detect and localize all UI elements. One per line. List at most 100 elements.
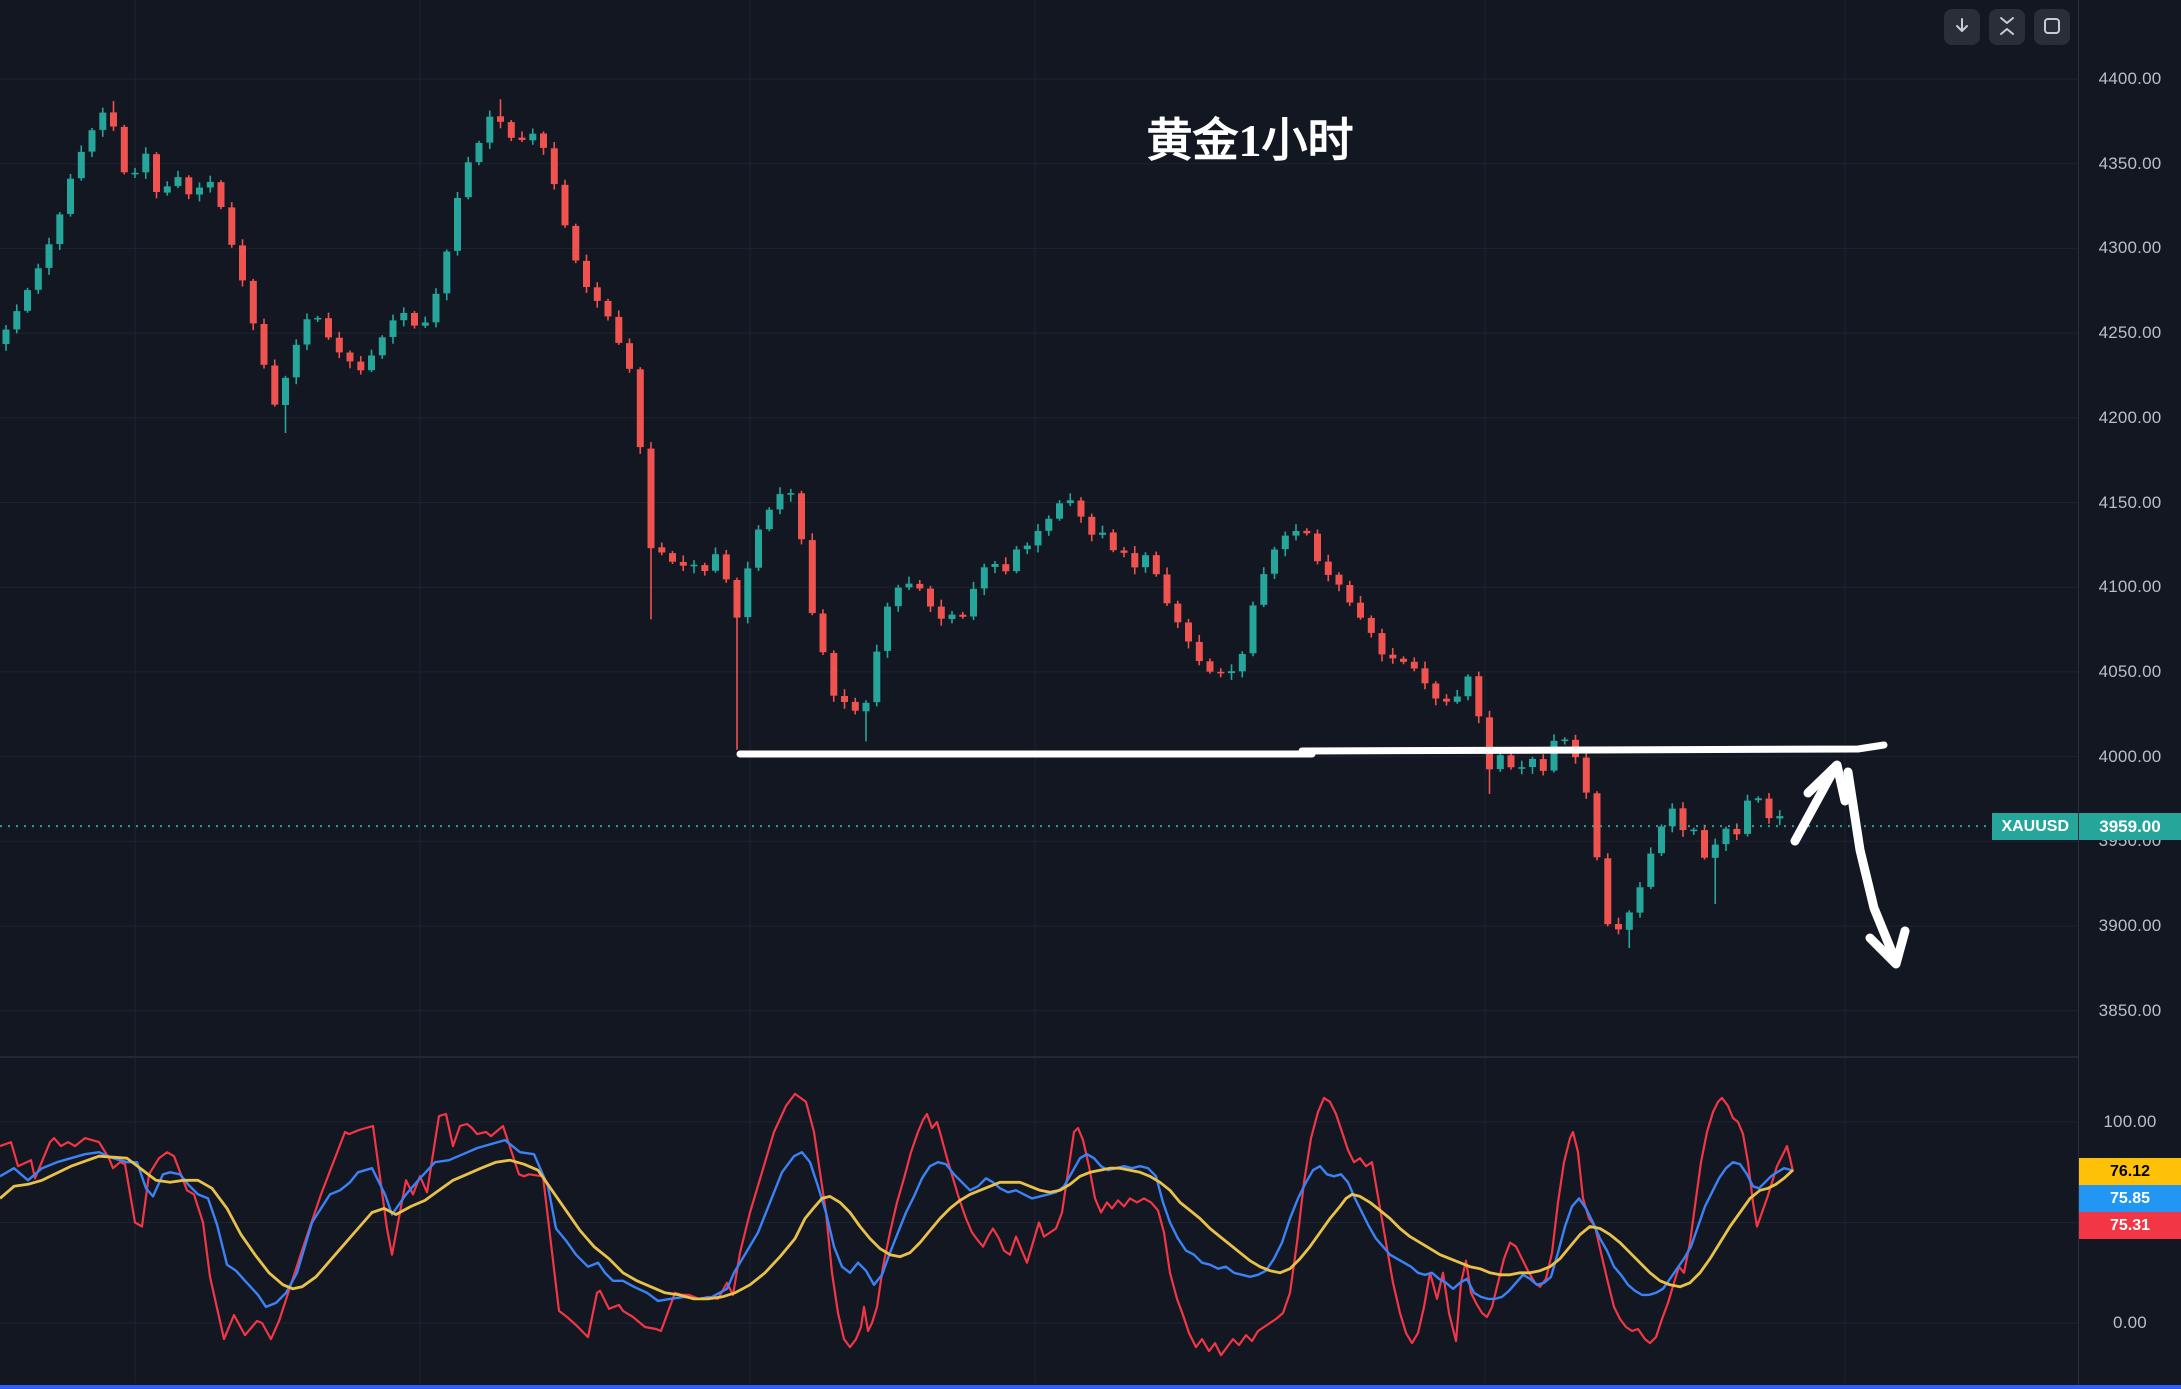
- oscillator-d-value: 76.12: [2109, 1162, 2151, 1180]
- candle-body: [1400, 658, 1407, 662]
- oscillator-value-tag-k: 75.85: [2079, 1185, 2181, 1212]
- candle-body: [1367, 617, 1375, 633]
- candle-body: [131, 172, 139, 175]
- candle-body: [550, 148, 558, 185]
- oscillator-axis-label: 100.00: [2103, 1112, 2157, 1131]
- candle-body: [1453, 696, 1461, 702]
- candle-body: [45, 244, 53, 268]
- price-axis-label: 4350.00: [2098, 154, 2162, 173]
- collapse-icon: [1997, 16, 2017, 39]
- candle-body: [1066, 500, 1074, 504]
- candle-body: [604, 300, 612, 317]
- candle-body: [808, 540, 816, 614]
- candle-body: [400, 313, 408, 321]
- candle-body: [77, 151, 85, 179]
- price-axis-label: 3850.00: [2098, 1001, 2162, 1020]
- pane-separator[interactable]: [0, 1056, 2181, 1058]
- candle-body: [1120, 550, 1128, 553]
- candle-body: [110, 112, 117, 127]
- candle-body: [980, 567, 988, 589]
- candle-body: [1464, 676, 1472, 697]
- candle-body: [1604, 858, 1612, 925]
- candle-body: [733, 580, 741, 618]
- candle-body: [271, 365, 279, 405]
- candle-body: [314, 317, 322, 320]
- candle-body: [701, 565, 709, 571]
- candle-body: [421, 322, 429, 326]
- candle-body: [163, 186, 171, 193]
- candle-body: [518, 137, 526, 140]
- candle-body: [583, 260, 590, 287]
- support-resistance-line[interactable]: [1298, 741, 1888, 755]
- candle-body: [34, 268, 42, 290]
- candle-body: [1260, 574, 1268, 605]
- price-axis[interactable]: 4400.00 4350.00 4300.00 4250.00 4200.00 4150.…: [2078, 0, 2181, 1389]
- candle-body: [1206, 661, 1214, 672]
- candle-body: [443, 251, 451, 294]
- candle-body: [572, 225, 580, 261]
- candle-body: [475, 142, 483, 163]
- candle-body: [722, 554, 730, 580]
- candle-body: [282, 377, 289, 405]
- maximize-pane-button[interactable]: [2034, 9, 2070, 45]
- candle-body: [1647, 853, 1655, 887]
- maximize-icon: [2042, 16, 2062, 39]
- candle-body: [1195, 641, 1203, 662]
- candle-body: [206, 181, 214, 188]
- candle-body: [1518, 767, 1526, 769]
- candle-body: [1249, 605, 1257, 654]
- symbol-price-label: XAUUSD: [1992, 813, 2078, 840]
- candle-body: [744, 568, 752, 618]
- down-arrow-annotation[interactable]: [1843, 767, 1910, 969]
- last-price-value: 3959.00: [2099, 816, 2161, 836]
- candle-body: [1658, 826, 1665, 854]
- candle-body: [894, 587, 902, 607]
- candle-body: [153, 154, 160, 192]
- candle-body: [357, 361, 365, 371]
- drawing-annotations[interactable]: [736, 741, 1910, 969]
- oscillator-k-value: 75.85: [2109, 1189, 2151, 1207]
- candle-body: [819, 613, 827, 653]
- candle-body: [561, 184, 569, 226]
- candle-body: [1357, 602, 1364, 618]
- candle-body: [1185, 622, 1192, 642]
- candle-body: [368, 355, 375, 371]
- candle-body: [228, 207, 236, 245]
- price-axis-label: 4050.00: [2098, 662, 2162, 681]
- candle-body: [755, 529, 762, 568]
- arrow-down-icon: [1952, 16, 1972, 39]
- candle-body: [239, 245, 246, 281]
- candle-body: [798, 493, 805, 540]
- up-arrow-annotation[interactable]: [1790, 760, 1850, 846]
- candle-body: [647, 448, 655, 549]
- candle-body: [1174, 603, 1182, 623]
- collapse-pane-button[interactable]: [1989, 9, 2025, 45]
- candle-body: [99, 112, 107, 130]
- candle-body: [1002, 564, 1010, 572]
- candle-body: [196, 187, 203, 195]
- candle-body: [841, 696, 848, 702]
- candle-body: [884, 606, 891, 651]
- candle-body: [260, 324, 268, 365]
- candle-body: [1701, 830, 1708, 858]
- candle-body: [1550, 740, 1558, 771]
- candle-body: [615, 316, 623, 343]
- candle-body: [325, 318, 332, 338]
- candle-body: [1615, 924, 1622, 930]
- candle-body: [13, 311, 21, 330]
- pane-resize-highlight[interactable]: [0, 1385, 2181, 1389]
- candle-body: [1744, 800, 1751, 834]
- oscillator-value-tag-j: 75.31: [2079, 1212, 2181, 1239]
- candle-body: [185, 177, 193, 195]
- candle-body: [249, 280, 257, 324]
- candle-body: [1679, 808, 1687, 831]
- candle-body: [1109, 532, 1117, 551]
- candle-body: [970, 588, 977, 617]
- candle-body: [1271, 549, 1278, 574]
- candle-body: [1389, 654, 1397, 659]
- candle-body: [1152, 555, 1160, 575]
- price-axis-label: 4100.00: [2098, 577, 2162, 596]
- scroll-down-button[interactable]: [1944, 9, 1980, 45]
